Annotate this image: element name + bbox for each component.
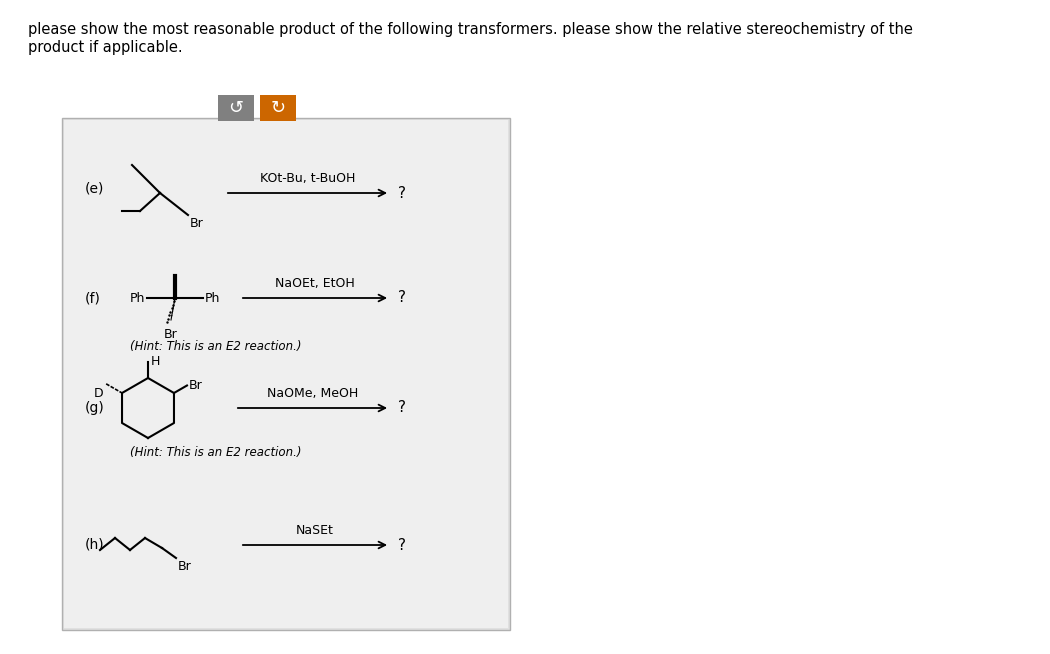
Text: Ph: Ph — [205, 292, 220, 305]
Text: ?: ? — [398, 186, 406, 201]
Text: ?: ? — [398, 538, 406, 553]
Text: Br: Br — [164, 328, 177, 341]
Text: NaOEt, EtOH: NaOEt, EtOH — [275, 277, 355, 290]
Text: H: H — [151, 355, 161, 368]
Text: NaOMe, MeOH: NaOMe, MeOH — [267, 387, 358, 400]
Text: (Hint: This is an E2 reaction.): (Hint: This is an E2 reaction.) — [130, 340, 301, 353]
Text: product if applicable.: product if applicable. — [28, 40, 183, 55]
Text: NaSEt: NaSEt — [296, 524, 334, 537]
Text: D: D — [93, 387, 104, 400]
Text: Ph: Ph — [129, 292, 145, 305]
Text: ↻: ↻ — [271, 99, 286, 117]
Bar — [260, 95, 296, 121]
Text: Br: Br — [178, 560, 192, 573]
Text: please show the most reasonable product of the following transformers. please sh: please show the most reasonable product … — [28, 22, 912, 37]
Bar — [62, 118, 510, 630]
Text: ↺: ↺ — [229, 99, 244, 117]
Text: KOt-Bu, t-BuOH: KOt-Bu, t-BuOH — [259, 172, 355, 185]
Text: Br: Br — [190, 217, 204, 230]
Text: ?: ? — [398, 400, 406, 415]
Text: (f): (f) — [85, 291, 101, 305]
Bar — [64, 120, 508, 628]
Text: ?: ? — [398, 290, 406, 305]
Text: (Hint: This is an E2 reaction.): (Hint: This is an E2 reaction.) — [130, 446, 301, 459]
Text: (g): (g) — [85, 401, 105, 415]
Text: (e): (e) — [85, 181, 104, 195]
Bar — [218, 95, 254, 121]
Text: (h): (h) — [85, 538, 105, 552]
Text: Br: Br — [189, 379, 203, 392]
